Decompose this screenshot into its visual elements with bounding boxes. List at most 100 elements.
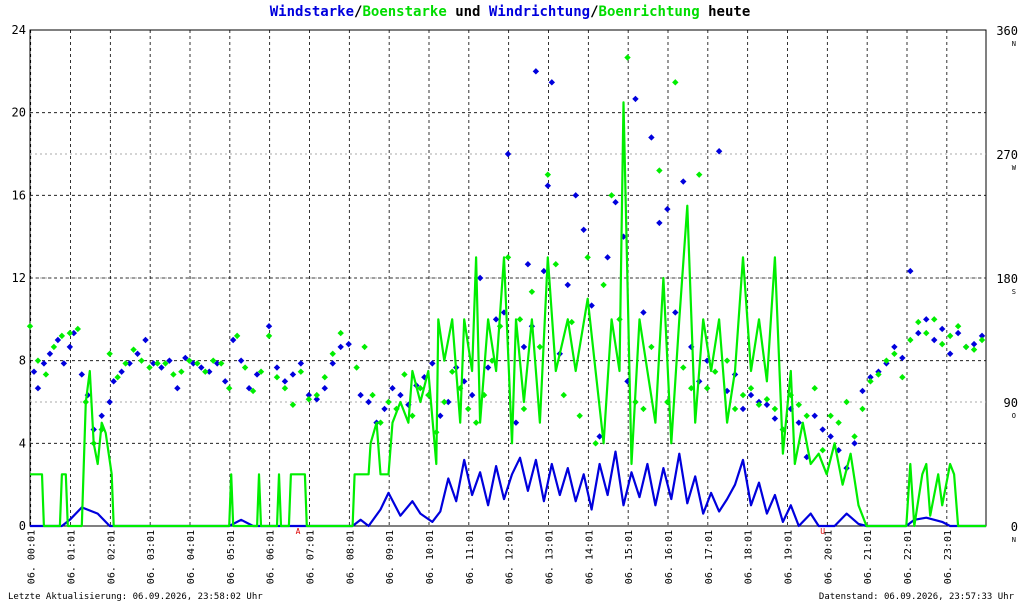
series-line-windstarke xyxy=(30,450,986,528)
direction-point xyxy=(166,357,173,364)
direction-point xyxy=(337,329,344,337)
direction-point xyxy=(385,398,392,406)
direction-point xyxy=(158,364,165,371)
x-tick-label: 06. 06:01 xyxy=(266,530,277,584)
direction-point xyxy=(381,405,388,413)
direction-point xyxy=(938,340,946,348)
direction-point xyxy=(931,316,938,323)
direction-point xyxy=(289,401,297,408)
x-tick-label: 06. 12:01 xyxy=(505,530,516,584)
direction-point xyxy=(214,360,221,367)
direction-point xyxy=(468,391,476,399)
direction-point xyxy=(464,405,472,413)
direction-point xyxy=(664,398,671,406)
compass-label: N xyxy=(1012,40,1016,48)
direction-point xyxy=(552,261,559,268)
direction-point xyxy=(978,332,986,340)
direction-point xyxy=(70,329,78,337)
compass-label: S xyxy=(1012,288,1016,296)
direction-point xyxy=(739,391,747,399)
direction-point xyxy=(210,357,217,364)
direction-point xyxy=(313,391,320,399)
compass-label: O xyxy=(1012,412,1016,420)
x-tick-label: 06. 03:01 xyxy=(146,530,157,584)
direction-point xyxy=(126,360,133,367)
direction-point xyxy=(604,254,611,261)
compass-label: W xyxy=(1012,164,1017,172)
direction-point xyxy=(696,171,703,178)
direction-point xyxy=(74,325,81,333)
direction-point xyxy=(409,412,416,419)
direction-point xyxy=(329,360,336,367)
direction-point xyxy=(353,364,360,371)
direction-point xyxy=(345,340,352,348)
direction-point xyxy=(584,254,591,261)
direction-point xyxy=(883,357,890,364)
direction-point xyxy=(835,419,842,426)
x-tick-label: 06. 10:01 xyxy=(425,530,436,584)
x-tick-label: 06. 22:01 xyxy=(903,530,914,584)
direction-point xyxy=(313,396,320,403)
direction-point xyxy=(907,267,914,275)
direction-point xyxy=(190,360,197,367)
direction-point xyxy=(580,226,587,233)
direction-point xyxy=(564,281,571,289)
direction-point xyxy=(648,343,655,351)
direction-point xyxy=(827,412,834,419)
footer-last-update: Letzte Aktualisierung: 06.09.2026, 23:58… xyxy=(8,592,263,602)
direction-point xyxy=(265,323,273,330)
direction-point xyxy=(711,368,719,375)
direction-point xyxy=(520,343,528,351)
direction-point xyxy=(648,134,655,141)
x-tick-label: 06. 13:01 xyxy=(544,530,555,584)
direction-point xyxy=(142,336,149,344)
direction-point xyxy=(703,385,711,392)
x-tick-label: 06. 17:01 xyxy=(704,530,715,584)
direction-point xyxy=(305,391,313,399)
direction-point xyxy=(572,192,579,199)
direction-point xyxy=(329,350,336,357)
direction-point xyxy=(608,192,615,199)
x-tick-label: 06. 15:01 xyxy=(624,530,635,584)
direction-point xyxy=(672,309,679,316)
direction-point xyxy=(516,316,524,323)
direction-point xyxy=(194,360,201,367)
direction-point xyxy=(253,371,261,378)
direction-point xyxy=(811,385,818,392)
direction-point xyxy=(548,79,556,86)
direction-point xyxy=(225,385,233,392)
direction-point xyxy=(536,343,544,351)
direction-point xyxy=(923,316,930,323)
direction-point xyxy=(206,368,213,375)
direction-point xyxy=(620,233,627,240)
x-tick-label: 06. 21:01 xyxy=(863,530,874,584)
direction-point xyxy=(970,346,978,353)
direction-point xyxy=(624,54,631,61)
title-mid: und xyxy=(446,4,489,20)
y-left-tick-label: 4 xyxy=(19,436,26,450)
direction-point xyxy=(114,374,121,381)
direction-point xyxy=(34,385,42,392)
x-tick-label: 06. 00:01 xyxy=(27,530,38,584)
direction-point xyxy=(305,396,313,403)
direction-point xyxy=(401,371,408,378)
x-tick-label: 06. 07:01 xyxy=(305,530,316,584)
direction-point xyxy=(795,401,802,408)
footer-data-status: Datenstand: 06.09.2026, 23:57:33 Uhr xyxy=(818,592,1014,602)
direction-point xyxy=(664,205,671,213)
direction-point xyxy=(946,350,954,357)
direction-point xyxy=(154,360,161,367)
direction-point xyxy=(42,371,50,378)
title-sep2: / xyxy=(590,4,599,20)
direction-point xyxy=(528,288,536,295)
direction-point xyxy=(843,398,850,406)
y-right-tick-label: 90 xyxy=(1004,396,1018,410)
direction-point xyxy=(34,357,42,364)
y-left-tick-label: 0 xyxy=(19,519,26,533)
direction-point xyxy=(78,371,85,378)
title-wind: Windstarke xyxy=(269,4,355,20)
direction-point xyxy=(361,343,368,351)
direction-point xyxy=(771,405,779,413)
title-dir: Windrichtung xyxy=(488,4,591,20)
